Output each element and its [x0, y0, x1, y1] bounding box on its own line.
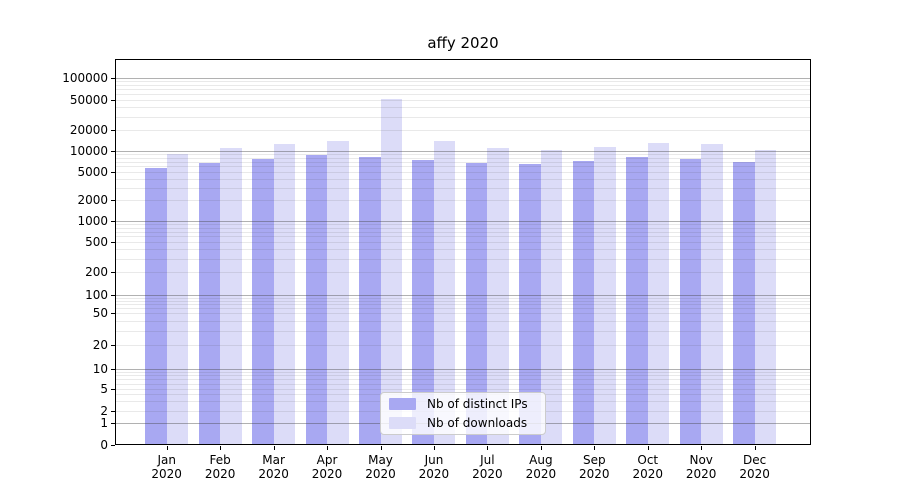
x-tick-mark: [647, 446, 649, 450]
x-tick-label-nov: Nov 2020: [685, 453, 717, 481]
x-tick-mark: [380, 446, 382, 450]
x-tick-label-may: May 2020: [365, 453, 396, 481]
y-tick-mark: [111, 345, 115, 346]
y-tick-mark: [111, 295, 115, 296]
y-tick-label: 10: [92, 362, 108, 376]
bar-downloads-aug: [540, 150, 563, 444]
y-tick-mark: [111, 313, 115, 314]
y-tick-label: 5: [100, 382, 108, 396]
y-tick-label: 20: [92, 338, 108, 352]
x-tick-label-mar: Mar 2020: [258, 453, 289, 481]
y-tick-label: 200: [85, 265, 108, 279]
chart-legend: Nb of distinct IPs Nb of downloads: [380, 392, 546, 435]
y-tick-mark: [111, 272, 115, 273]
y-tick-mark: [111, 78, 115, 79]
x-tick-label-jan: Jan 2020: [151, 453, 182, 481]
x-tick-label-feb: Feb 2020: [204, 453, 236, 481]
y-tick-label: 10000: [69, 144, 108, 158]
y-tick-label: 1000: [77, 214, 108, 228]
x-tick-label-jun: Jun 2020: [418, 453, 450, 481]
x-tick-label-dec: Dec 2020: [739, 453, 770, 481]
bar-distinct-ips-nov: [679, 158, 702, 444]
bar-distinct-ips-oct: [626, 157, 648, 444]
bar-distinct-ips-jun: [412, 160, 434, 444]
plot-area: [115, 59, 811, 445]
y-tick-label: 100: [85, 288, 108, 302]
x-tick-mark: [594, 446, 596, 450]
bar-downloads-feb: [220, 148, 242, 444]
x-tick-mark: [754, 446, 756, 450]
bar-downloads-nov: [701, 144, 723, 444]
y-tick-label: 2000: [77, 193, 108, 207]
y-tick-label: 5000: [77, 165, 108, 179]
bar-downloads-mar: [273, 143, 296, 444]
bar-distinct-ips-may: [359, 157, 381, 444]
bar-distinct-ips-dec: [733, 162, 755, 444]
bar-downloads-oct: [647, 142, 670, 444]
bar-downloads-sep: [594, 147, 616, 444]
y-tick-label: 50: [92, 306, 108, 320]
bar-downloads-apr: [327, 141, 349, 444]
legend-item-downloads: Nb of downloads: [381, 416, 545, 430]
y-tick-mark: [111, 151, 115, 152]
y-tick-label: 2: [100, 404, 108, 418]
x-tick-mark: [433, 446, 435, 450]
x-tick-mark: [540, 446, 542, 450]
legend-label: Nb of downloads: [427, 415, 528, 430]
bar-downloads-may: [380, 98, 402, 444]
x-tick-mark: [327, 446, 329, 450]
y-tick-label: 50000: [69, 93, 108, 107]
x-tick-label-sep: Sep 2020: [579, 453, 610, 481]
bars-layer: [116, 60, 810, 444]
bar-downloads-dec: [754, 150, 777, 444]
y-tick-mark: [111, 221, 115, 222]
y-tick-mark: [111, 411, 115, 412]
x-tick-mark: [166, 446, 168, 450]
x-tick-label-apr: Apr 2020: [311, 453, 343, 481]
y-tick-mark: [111, 172, 115, 173]
legend-label: Nb of distinct IPs: [427, 397, 528, 412]
bar-downloads-jun: [433, 140, 456, 444]
bar-distinct-ips-aug: [519, 163, 541, 444]
bar-distinct-ips-sep: [572, 160, 595, 444]
x-tick-mark: [701, 446, 703, 450]
y-tick-label: 0: [100, 438, 108, 452]
x-tick-mark: [487, 446, 489, 450]
legend-item-distinct-ips: Nb of distinct IPs: [381, 397, 545, 411]
y-tick-mark: [111, 445, 115, 446]
y-tick-mark: [111, 389, 115, 390]
y-tick-label: 1: [100, 416, 108, 430]
x-tick-label-aug: Aug 2020: [525, 453, 557, 481]
bar-downloads-jan: [166, 153, 189, 444]
x-tick-label-oct: Oct 2020: [632, 453, 664, 481]
y-tick-mark: [111, 100, 115, 101]
y-tick-label: 100000: [62, 71, 108, 85]
y-tick-mark: [111, 369, 115, 370]
bar-distinct-ips-apr: [305, 155, 328, 444]
y-tick-mark: [111, 242, 115, 243]
y-tick-mark: [111, 200, 115, 201]
bar-distinct-ips-mar: [252, 158, 274, 444]
x-tick-mark: [220, 446, 222, 450]
legend-swatch: [389, 416, 416, 429]
y-tick-mark: [111, 423, 115, 424]
y-tick-mark: [111, 130, 115, 131]
x-tick-mark: [273, 446, 275, 450]
x-tick-label-jul: Jul 2020: [472, 453, 503, 481]
chart-title: affy 2020: [427, 34, 499, 52]
y-tick-label: 500: [85, 235, 108, 249]
bar-distinct-ips-jul: [465, 162, 488, 444]
bar-distinct-ips-feb: [198, 162, 221, 444]
bar-downloads-jul: [487, 148, 509, 444]
y-tick-label: 20000: [69, 123, 108, 137]
bar-distinct-ips-jan: [145, 167, 167, 444]
legend-swatch: [389, 398, 416, 411]
